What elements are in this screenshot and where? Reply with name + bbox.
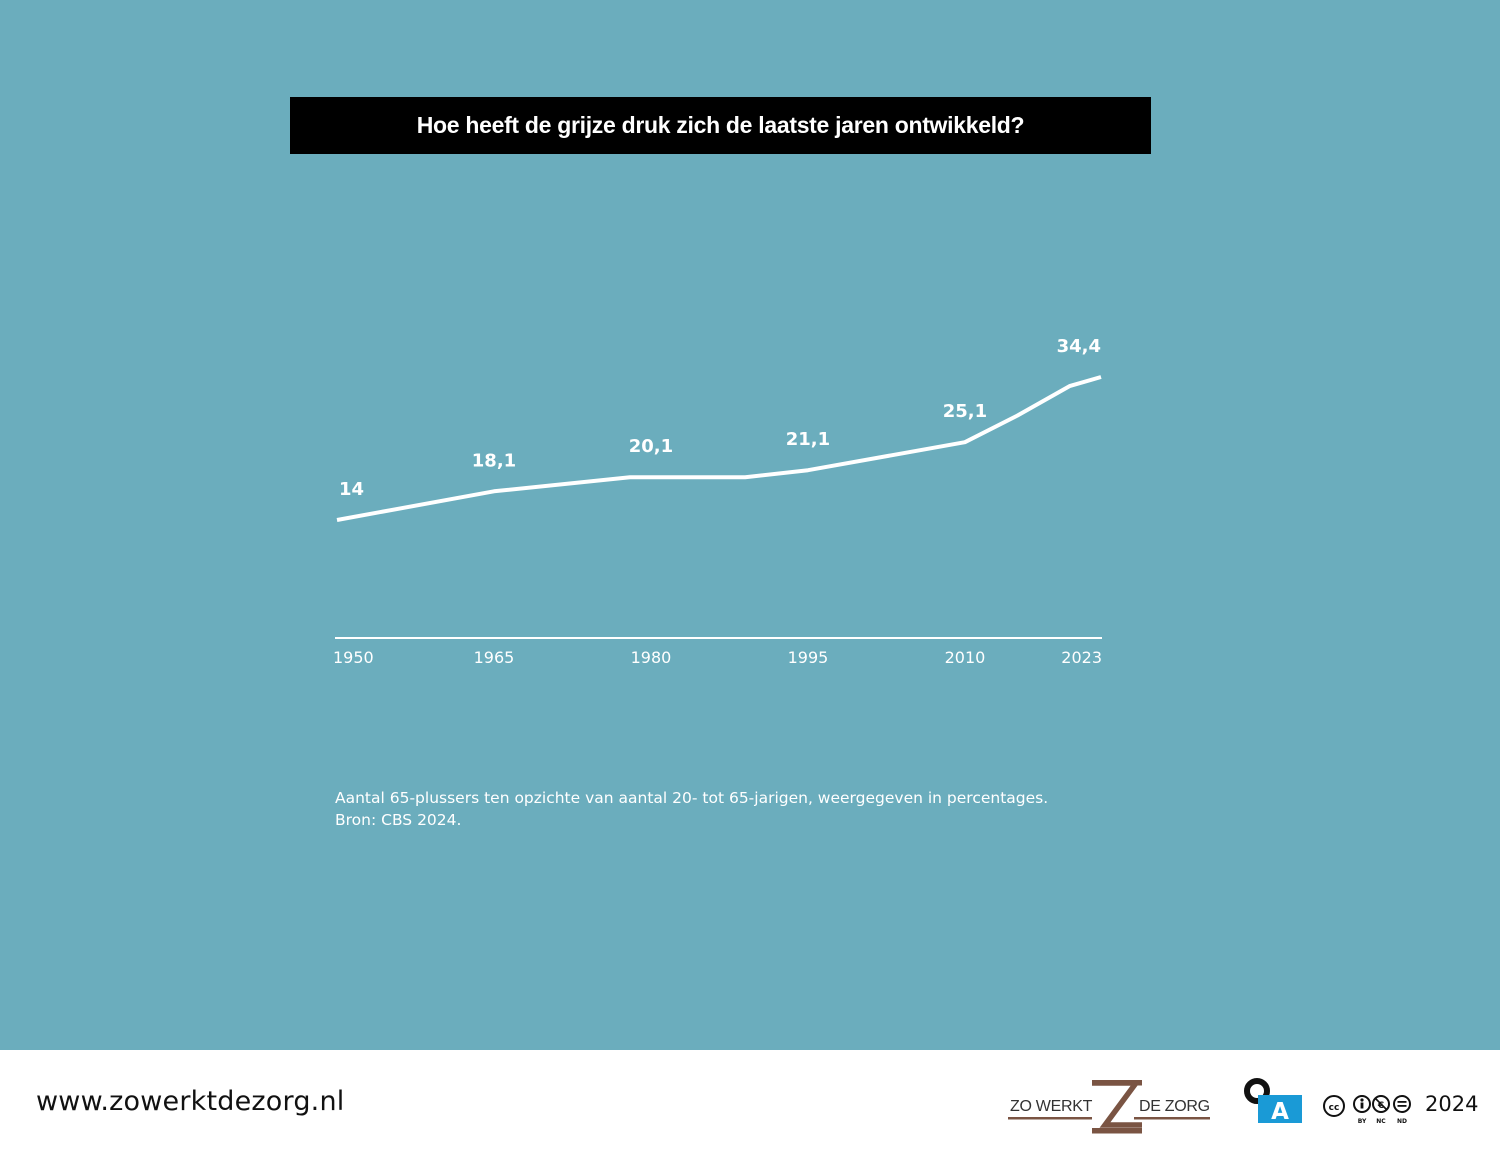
x-tick-label: 1995 <box>788 648 829 667</box>
brand-text-left: ZO WERKT <box>1010 1098 1093 1115</box>
chart-note: Aantal 65-plussers ten opzichte van aant… <box>335 787 1048 831</box>
website-link[interactable]: www.zowerktdezorg.nl <box>36 1086 345 1117</box>
note-source: Bron: CBS 2024. <box>335 811 462 829</box>
open-access-icon: A <box>1244 1078 1302 1125</box>
x-tick-group: 1950 1965 1980 1995 2010 2023 <box>333 648 1102 667</box>
cc-nc-label: NC <box>1376 1118 1386 1125</box>
data-label: 34,4 <box>1057 336 1101 357</box>
data-label: 21,1 <box>786 429 830 450</box>
data-label: 20,1 <box>629 436 673 457</box>
svg-text:cc: cc <box>1329 1103 1340 1113</box>
open-access-letter: A <box>1271 1099 1289 1125</box>
x-tick-label: 1965 <box>474 648 515 667</box>
data-label: 18,1 <box>472 450 516 471</box>
zo-werkt-de-zorg-logo: ZO WERKT DE ZORG <box>1008 1080 1214 1134</box>
chart-title: Hoe heeft de grijze druk zich de laatste… <box>290 97 1151 154</box>
cc-nd-label: ND <box>1397 1118 1407 1125</box>
brand-text-right: DE ZORG <box>1139 1098 1210 1115</box>
footer-year: 2024 <box>1425 1092 1479 1116</box>
x-tick-label: 1950 <box>333 648 374 667</box>
svg-text:€: € <box>1377 1101 1384 1111</box>
x-tick-label: 2010 <box>945 648 986 667</box>
cc-by-label: BY <box>1358 1118 1367 1125</box>
note-description: Aantal 65-plussers ten opzichte van aant… <box>335 789 1049 807</box>
series-line-group <box>336 375 1102 522</box>
data-label: 25,1 <box>943 401 987 422</box>
z-mark-icon <box>1008 1080 1210 1134</box>
creative-commons-icon: cc € BY NC ND <box>1323 1095 1411 1125</box>
data-label: 14 <box>339 479 364 500</box>
series-line <box>336 375 1102 522</box>
footer: www.zowerktdezorg.nl ZO WERKT DE ZORG A … <box>0 1050 1500 1150</box>
x-tick-label: 1980 <box>631 648 672 667</box>
data-label-group: 14 18,1 20,1 21,1 25,1 34,4 <box>339 336 1101 500</box>
line-chart: 14 18,1 20,1 21,1 25,1 34,4 1950 1965 1980 1995 2… <box>333 336 1102 667</box>
x-tick-label: 2023 <box>1061 648 1102 667</box>
